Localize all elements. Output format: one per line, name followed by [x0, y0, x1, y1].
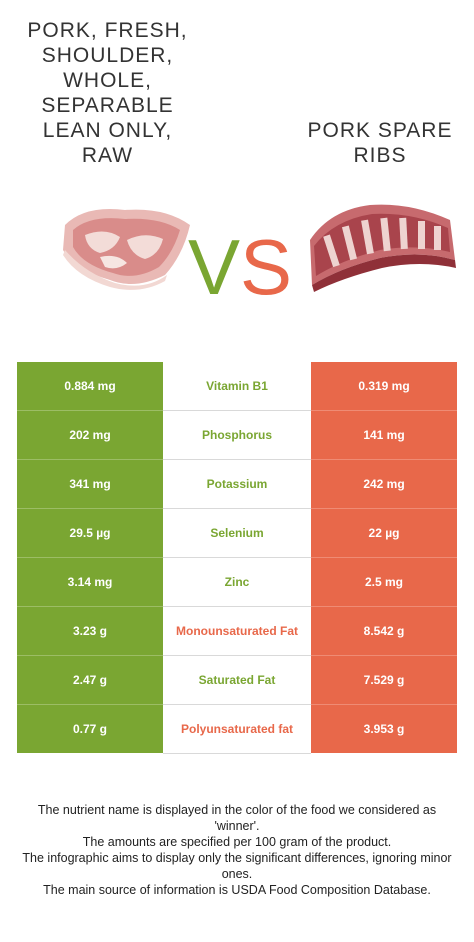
nutrient-name: Polyunsaturated fat: [163, 705, 311, 754]
nutrient-name: Phosphorus: [163, 411, 311, 460]
table-row: 202 mg Phosphorus 141 mg: [17, 411, 457, 460]
pork-ribs-image: [310, 204, 456, 292]
footer-line: The amounts are specified per 100 gram o…: [82, 835, 392, 849]
nutrient-name: Saturated Fat: [163, 656, 311, 705]
right-value: 8.542 g: [311, 607, 457, 656]
right-value: 242 mg: [311, 460, 457, 509]
left-value: 3.23 g: [17, 607, 163, 656]
table-row: 3.14 mg Zinc 2.5 mg: [17, 558, 457, 607]
table-row: 29.5 µg Selenium 22 µg: [17, 509, 457, 558]
table-row: 341 mg Potassium 242 mg: [17, 460, 457, 509]
nutrient-name: Vitamin B1: [163, 362, 311, 411]
right-value: 7.529 g: [311, 656, 457, 705]
right-value: 2.5 mg: [311, 558, 457, 607]
footer-line: The infographic aims to display only the…: [22, 851, 452, 881]
comparison-table: 0.884 mg Vitamin B1 0.319 mg 202 mg Phos…: [17, 362, 457, 754]
table-row: 0.77 g Polyunsaturated fat 3.953 g: [17, 705, 457, 754]
table-row: 3.23 g Monounsaturated Fat 8.542 g: [17, 607, 457, 656]
right-value: 22 µg: [311, 509, 457, 558]
vs-label: VS: [188, 223, 292, 311]
left-value: 29.5 µg: [17, 509, 163, 558]
nutrient-name: Selenium: [163, 509, 311, 558]
left-value: 0.884 mg: [17, 362, 163, 411]
pork-shoulder-image: [63, 209, 190, 290]
left-value: 3.14 mg: [17, 558, 163, 607]
right-food-title: PORK SPARE RIBS: [307, 119, 453, 167]
table-row: 2.47 g Saturated Fat 7.529 g: [17, 656, 457, 705]
footer-line: The nutrient name is displayed in the co…: [37, 803, 437, 833]
nutrient-name: Potassium: [163, 460, 311, 509]
nutrient-name: Zinc: [163, 558, 311, 607]
footer-line: The main source of information is USDA F…: [43, 883, 431, 897]
left-value: 2.47 g: [17, 656, 163, 705]
vs-s: S: [240, 223, 293, 311]
left-value: 202 mg: [17, 411, 163, 460]
left-value: 0.77 g: [17, 705, 163, 753]
right-value: 3.953 g: [311, 705, 457, 753]
vs-v: V: [188, 223, 241, 311]
table-row: 0.884 mg Vitamin B1 0.319 mg: [17, 362, 457, 411]
nutrient-name: Monounsaturated Fat: [163, 607, 311, 656]
right-value: 0.319 mg: [311, 362, 457, 411]
footer-notes: The nutrient name is displayed in the co…: [15, 802, 459, 898]
right-value: 141 mg: [311, 411, 457, 460]
left-food-title: PORK, FRESH, SHOULDER, WHOLE, SEPARABLE …: [27, 19, 188, 167]
left-value: 341 mg: [17, 460, 163, 509]
